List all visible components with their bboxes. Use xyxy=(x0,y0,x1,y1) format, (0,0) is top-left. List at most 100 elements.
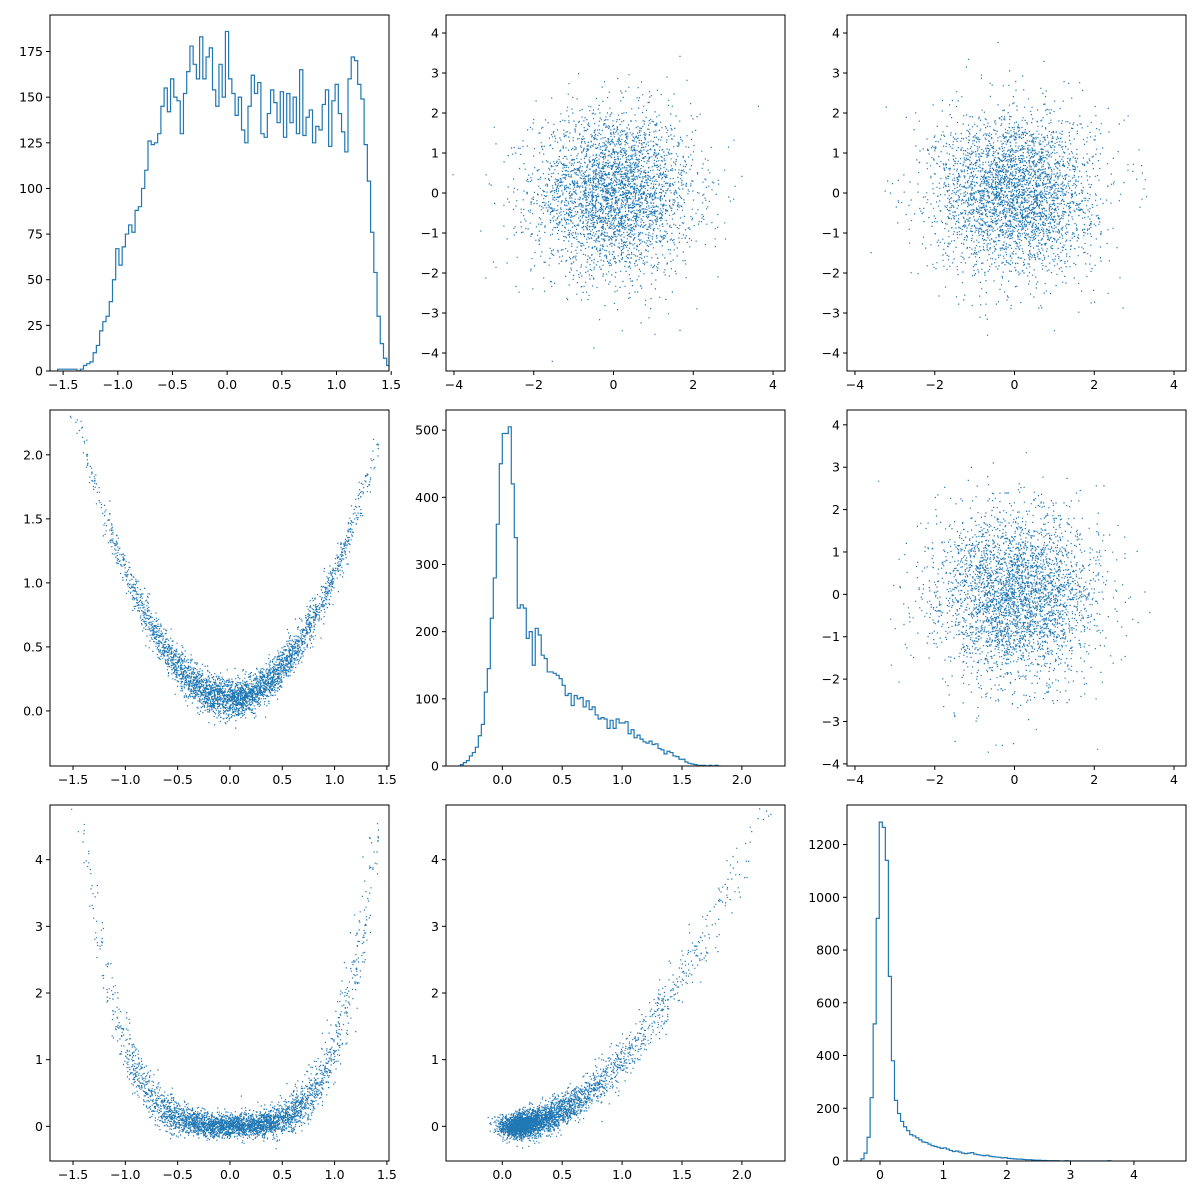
y-tick-label: −2 xyxy=(822,672,840,687)
y-tick-label: 1000 xyxy=(808,890,840,905)
x-tick-label: 1.0 xyxy=(612,772,632,787)
x-tick-label: 0 xyxy=(1011,772,1019,787)
subplot-r1-c1: 0.0 0.5 1.0 1.5 2.0 0 100 200 300 400 500 xyxy=(415,409,786,787)
x-tick-label: 1 xyxy=(940,1167,948,1182)
plot-area xyxy=(69,410,379,729)
x-tick-label: 0 xyxy=(610,377,618,392)
x-tick-label: 3 xyxy=(1066,1167,1074,1182)
y-tick-label: −1 xyxy=(822,226,840,241)
histogram-step-line xyxy=(459,426,721,766)
x-tick-label: 4 xyxy=(1170,377,1178,392)
y-tick-label: 3 xyxy=(35,919,43,934)
y-tick-label: 4 xyxy=(832,417,840,432)
axes-frame xyxy=(49,804,390,1162)
axes-frame xyxy=(445,804,786,1162)
y-tick-label: 500 xyxy=(415,423,439,438)
subplot-r2-c0: −1.5 −1.0 −0.5 0.0 0.5 1.0 1.5 0 1 2 3 4 xyxy=(35,804,397,1182)
axes-frame xyxy=(445,409,786,767)
y-tick-label: 4 xyxy=(431,26,439,41)
subplot-r0-c0: −1.5 −1.0 −0.5 0.0 0.5 1.0 1.5 0 25 50 75 100 125 150… xyxy=(19,14,401,392)
y-tick-label: 4 xyxy=(832,26,840,41)
x-tick-label: 2.0 xyxy=(732,1167,752,1182)
x-tick-label: 0.0 xyxy=(217,377,237,392)
y-tick-label: −1 xyxy=(822,629,840,644)
scatter-points xyxy=(487,808,772,1149)
y-tick-label: 800 xyxy=(816,943,840,958)
x-tick-label: 0.0 xyxy=(492,1167,512,1182)
y-tick-label: 1 xyxy=(832,146,840,161)
x-tick-label: −0.5 xyxy=(157,377,187,392)
x-tick-label: 1.0 xyxy=(325,1167,345,1182)
y-tick-label: 25 xyxy=(27,318,43,333)
y-tick-label: 150 xyxy=(19,90,43,105)
x-tick-label: −2 xyxy=(525,377,543,392)
x-tick-label: 1.0 xyxy=(612,1167,632,1182)
x-tick-label: 1.5 xyxy=(377,772,397,787)
x-tick-label: −1.0 xyxy=(110,772,140,787)
plot-area xyxy=(71,808,380,1150)
y-tick-label: −4 xyxy=(421,346,439,361)
y-tick-label: 2 xyxy=(431,986,439,1001)
scatter-points xyxy=(878,452,1151,753)
plot-area xyxy=(878,452,1151,753)
y-tick-label: −2 xyxy=(421,266,439,281)
x-tick-label: 2 xyxy=(689,377,697,392)
x-tick-label: 1.5 xyxy=(672,1167,692,1182)
x-tick-label: 0 xyxy=(876,1167,884,1182)
y-tick-label: 1 xyxy=(35,1052,43,1067)
x-tick-label: 2 xyxy=(1003,1167,1011,1182)
y-tick-label: 300 xyxy=(415,557,439,572)
x-tick-label: 0.5 xyxy=(272,772,292,787)
x-tick-label: 2 xyxy=(1090,772,1098,787)
y-tick-label: 125 xyxy=(19,135,43,150)
scatter-points xyxy=(452,55,760,363)
y-tick-label: 2 xyxy=(431,106,439,121)
x-tick-label: 0.5 xyxy=(272,377,292,392)
subplot-r2-c2: 0 1 2 3 4 0 200 400 600 800 1000 1200 xyxy=(808,804,1187,1182)
x-tick-label: 1.0 xyxy=(327,377,347,392)
x-tick-label: 0.0 xyxy=(220,1167,240,1182)
x-tick-label: −1.0 xyxy=(103,377,133,392)
y-tick-label: 1.5 xyxy=(23,511,43,526)
y-tick-label: 1200 xyxy=(808,837,840,852)
x-tick-label: 1.5 xyxy=(377,1167,397,1182)
histogram-step-line xyxy=(860,821,1112,1161)
y-tick-label: −4 xyxy=(822,756,840,771)
y-tick-label: 0 xyxy=(35,1119,43,1134)
y-tick-label: 0 xyxy=(35,364,43,379)
y-tick-label: 100 xyxy=(19,181,43,196)
x-tick-label: 4 xyxy=(1170,772,1178,787)
y-tick-label: 600 xyxy=(816,995,840,1010)
x-tick-label: −1.5 xyxy=(58,1167,88,1182)
y-tick-label: 200 xyxy=(415,624,439,639)
y-tick-label: −4 xyxy=(822,346,840,361)
x-tick-label: 1.5 xyxy=(381,377,401,392)
histogram-step-line xyxy=(57,30,389,371)
x-tick-label: 0.0 xyxy=(492,772,512,787)
subplot-r2-c1: 0.0 0.5 1.0 1.5 2.0 0 1 2 3 4 xyxy=(431,804,786,1182)
x-tick-label: 4 xyxy=(1130,1167,1138,1182)
subplot-r1-c2: −4 −2 0 2 4 −4 −3 −2 −1 0 1 2 3 4 xyxy=(822,409,1187,787)
x-tick-label: −4 xyxy=(846,377,864,392)
y-tick-label: −3 xyxy=(822,306,840,321)
plot-area xyxy=(459,426,721,766)
y-tick-label: 175 xyxy=(19,44,43,59)
x-tick-label: 1.5 xyxy=(672,772,692,787)
x-tick-label: 0.5 xyxy=(552,772,572,787)
x-tick-label: 0.5 xyxy=(552,1167,572,1182)
y-tick-label: −2 xyxy=(822,266,840,281)
x-tick-label: −1.5 xyxy=(48,377,78,392)
axes-frame xyxy=(49,409,390,767)
axes-frame xyxy=(846,409,1187,767)
y-tick-label: 0 xyxy=(431,1119,439,1134)
y-tick-label: 4 xyxy=(35,852,43,867)
y-tick-label: 2 xyxy=(35,986,43,1001)
x-tick-label: 0.5 xyxy=(272,1167,292,1182)
y-tick-label: 2.0 xyxy=(23,447,43,462)
y-tick-label: 75 xyxy=(27,227,43,242)
y-tick-label: 3 xyxy=(431,66,439,81)
x-tick-label: −1.5 xyxy=(58,772,88,787)
y-tick-label: 200 xyxy=(816,1101,840,1116)
scatter-points xyxy=(71,808,380,1150)
